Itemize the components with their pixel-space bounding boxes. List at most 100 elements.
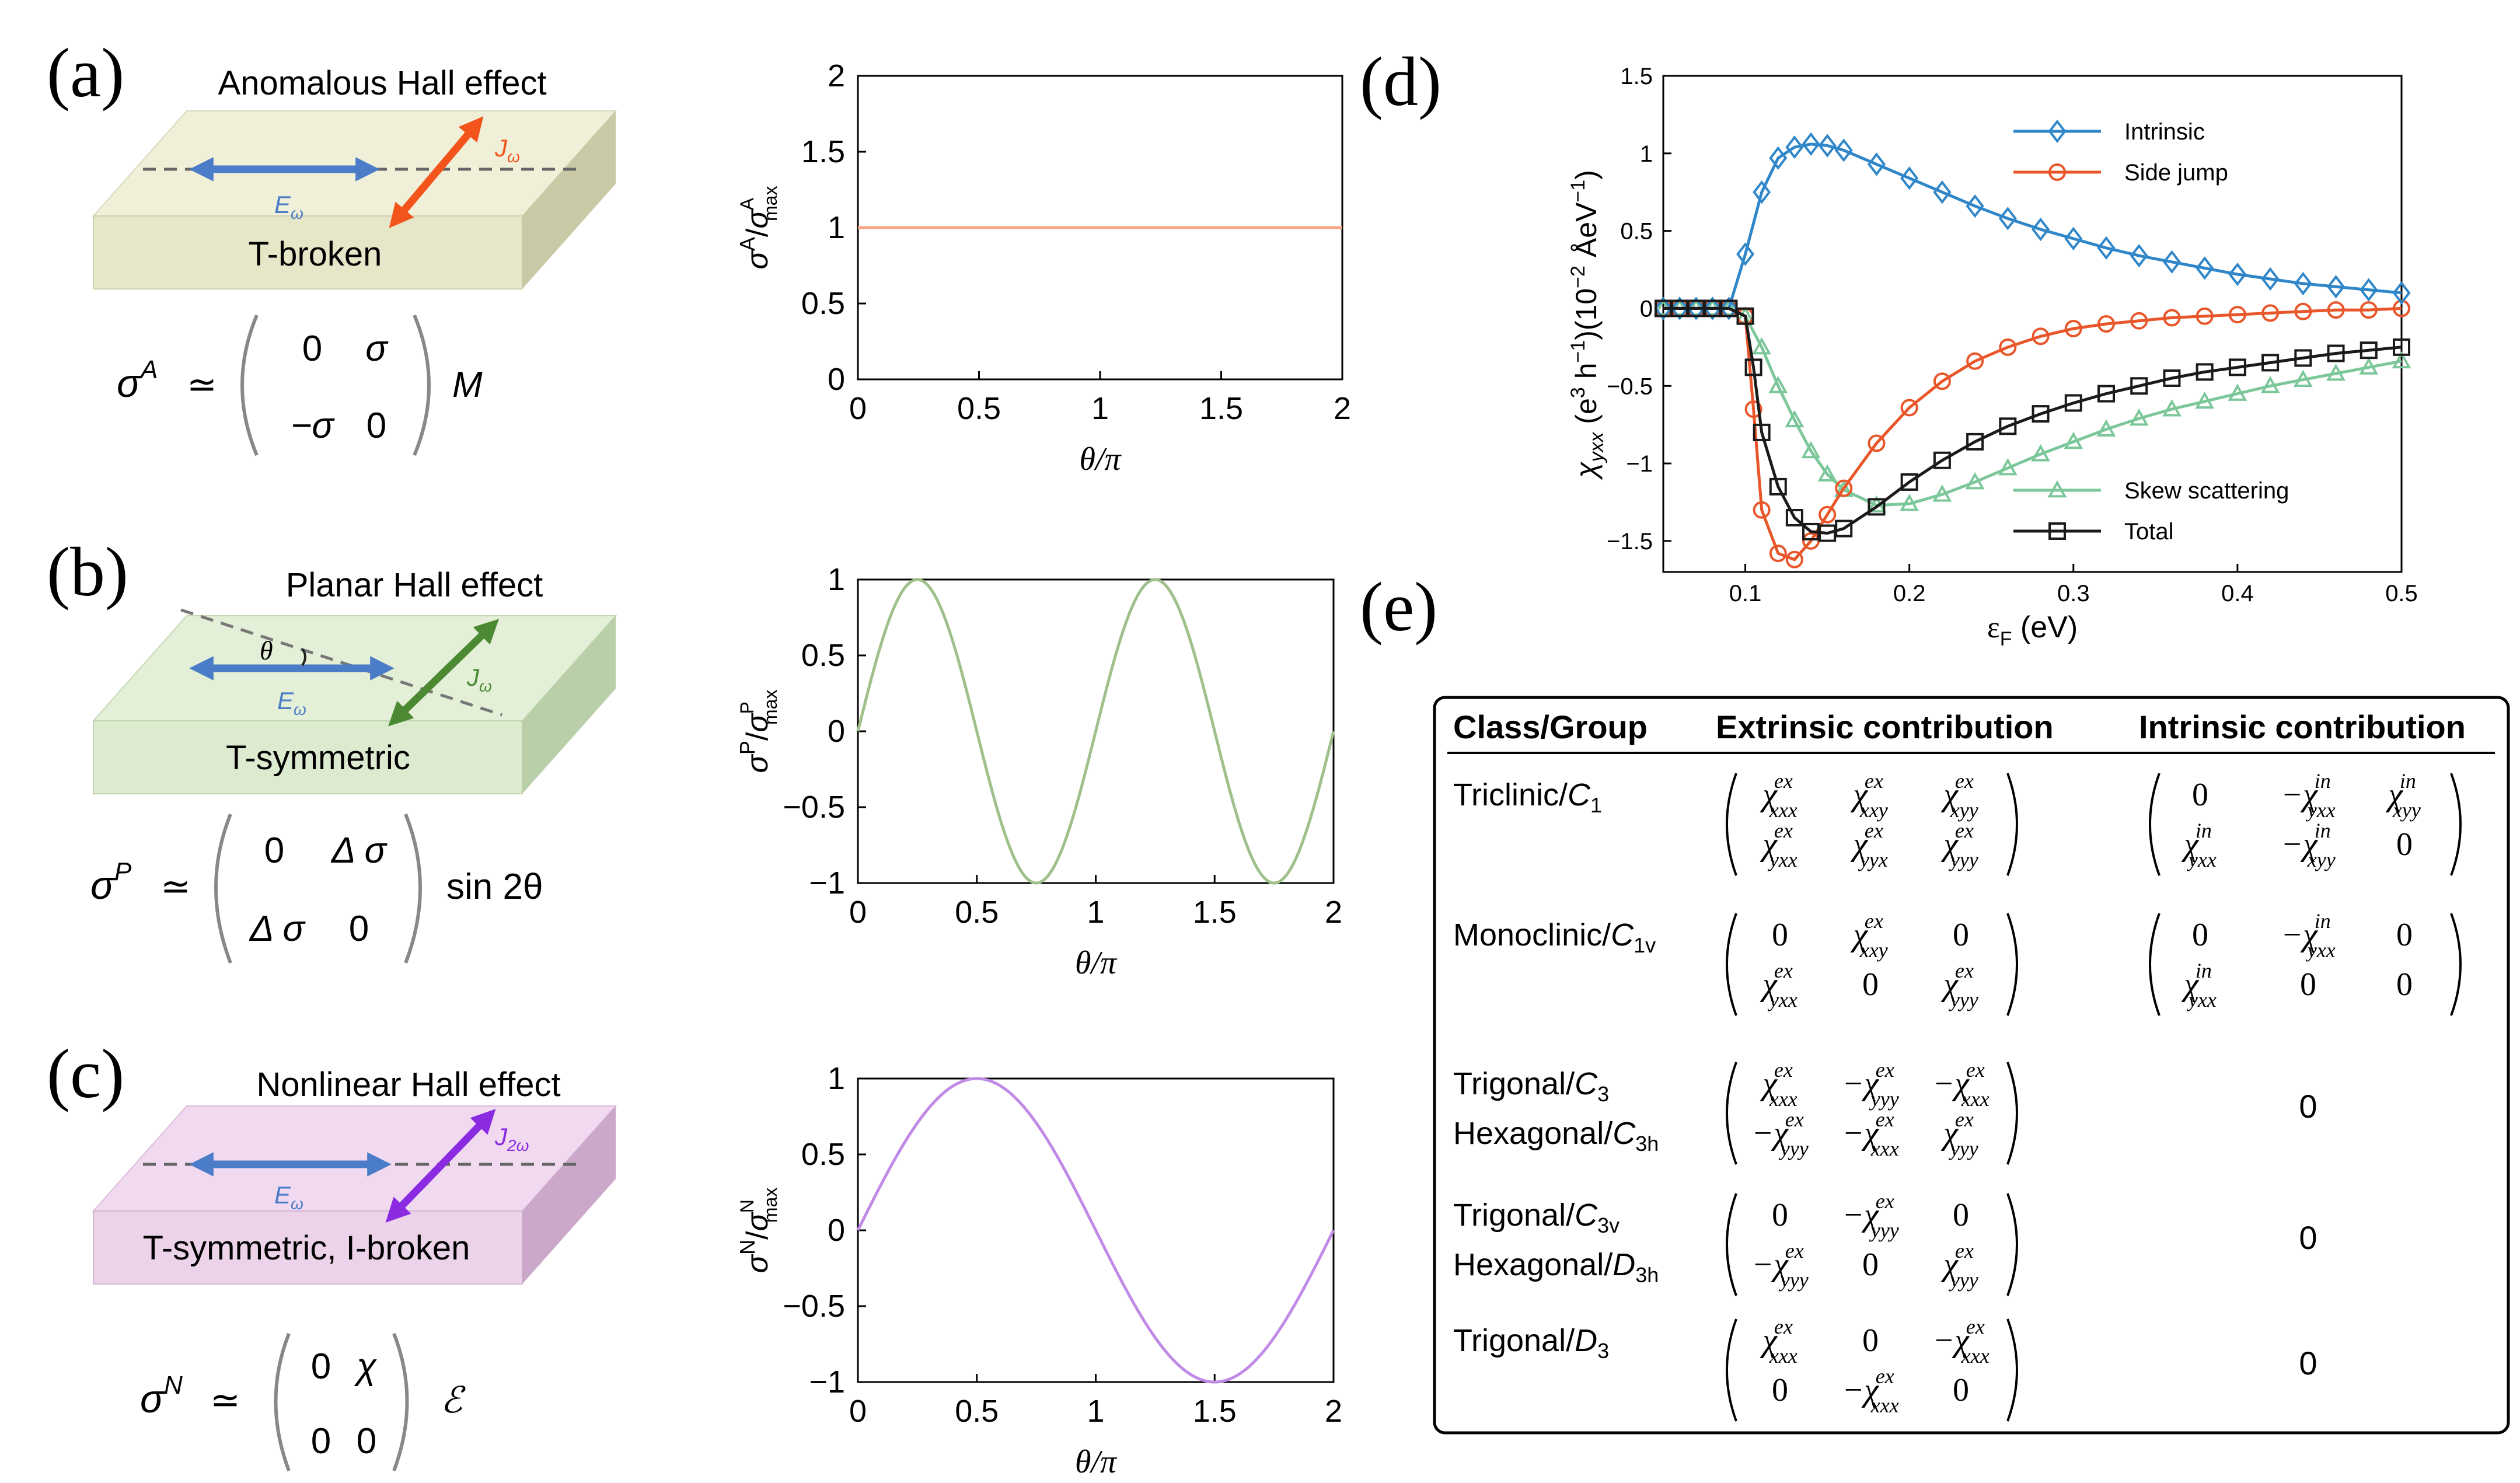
class-group-label: Trigonal/C3 xyxy=(1453,1066,1609,1106)
approx-symbol: ≃ xyxy=(160,867,191,907)
matrix-entry: χex yxx xyxy=(1760,819,1797,871)
slab-side-face xyxy=(522,1106,616,1284)
panel-a-title: Anomalous Hall effect xyxy=(218,64,546,102)
data-point xyxy=(1769,146,1788,170)
approx-symbol: ≃ xyxy=(210,1380,240,1421)
data-point xyxy=(1834,138,1853,162)
series-intrinsic xyxy=(1654,132,2411,320)
right-paren xyxy=(2006,1062,2018,1165)
class-group-label: Trigonal/C3v xyxy=(1453,1198,1619,1237)
e-field-label: Eω xyxy=(274,191,303,222)
data-point xyxy=(2360,278,2378,302)
matrix-entry: χex xyy xyxy=(1940,769,1978,822)
data-point xyxy=(1753,501,1771,519)
matrix-entry: −χex xxx xyxy=(1842,1108,1898,1160)
x-axis-label: θ/π xyxy=(1075,1444,1118,1480)
data-point xyxy=(2359,357,2379,375)
data-point xyxy=(2097,236,2116,260)
matrix-entry: 0 xyxy=(1772,917,1788,953)
slab-side-face xyxy=(522,111,616,289)
y-axis-label: χyxx (e3 h−1)(10−2 ÅeV−1) xyxy=(1567,170,1608,480)
x-axis-label: θ/π xyxy=(1079,441,1122,477)
data-point xyxy=(2228,358,2246,376)
class-group-label: Hexagonal/C3h xyxy=(1453,1116,1659,1156)
legend-marker xyxy=(2048,119,2067,144)
plot-b: −1 −0.5 0 0.5 1 0 0.5 1 1.5 2 θ/π σP/σP max xyxy=(735,562,1342,981)
data-point xyxy=(2032,327,2050,346)
data-point xyxy=(1753,180,1771,204)
data-point xyxy=(2228,383,2247,401)
matrix-entry: χex xxy xyxy=(1850,769,1888,822)
panel-label-e: (e) xyxy=(1360,568,1437,645)
legend-entry-skew-scattering: Skew scattering xyxy=(2013,478,2289,504)
series-line-c xyxy=(856,1077,1335,1384)
legend-label: Side jump xyxy=(2124,160,2228,186)
matrix-cell-22: 0 xyxy=(349,909,369,949)
matrix-cell-22: 0 xyxy=(357,1421,376,1461)
x-tick-label: 1.5 xyxy=(1193,895,1237,930)
x-tick-label: 2 xyxy=(1325,895,1342,930)
matrix-cell-21: −σ xyxy=(291,406,335,446)
data-point xyxy=(1736,307,1754,325)
data-point xyxy=(2130,312,2148,330)
y-tick-label: −1 xyxy=(809,866,845,901)
right-paren xyxy=(413,314,431,456)
data-point xyxy=(1835,479,1853,497)
legend-entry-total: Total xyxy=(2013,519,2174,545)
y-tick-label: 1 xyxy=(828,562,845,597)
panel-c: (c) Nonlinear Hall effect Eω J2ω T-symme… xyxy=(47,1035,617,1472)
class-group-label: Hexagonal/D3h xyxy=(1453,1247,1659,1287)
left-paren xyxy=(1726,1318,1737,1422)
legend-label: Total xyxy=(2124,519,2174,545)
current-arrow xyxy=(385,1109,496,1223)
data-point xyxy=(1966,194,1984,218)
current-label: Jω xyxy=(494,134,520,166)
data-point xyxy=(1819,505,1837,524)
matrix-entry: χin xyy xyxy=(2385,769,2421,822)
x-tick-label: 0 xyxy=(849,391,867,426)
y-tick-label: −0.5 xyxy=(783,1289,845,1324)
data-point xyxy=(2163,309,2181,327)
class-group-label: Monoclinic/C1v xyxy=(1453,917,1656,957)
data-point xyxy=(2032,405,2050,423)
matrix-entry: −χin xyy xyxy=(2281,819,2335,871)
left-paren xyxy=(1726,773,1737,876)
e-field-label: Eω xyxy=(274,1181,303,1213)
matrix-cell-21: 0 xyxy=(311,1421,331,1461)
data-point xyxy=(1752,337,1772,355)
matrix-entry: −χin yxx xyxy=(2281,769,2335,822)
right-paren xyxy=(2450,773,2462,876)
y-tick-label: 1 xyxy=(828,210,845,245)
plot-d: −1.5 −1 −0.5 0 0.5 1 1.5 0.1 0.2 0.3 0.4 0.5 εF (eV)… xyxy=(1567,64,2418,650)
data-point xyxy=(2228,262,2247,287)
x-tick-label: 0.5 xyxy=(2385,581,2418,606)
table-row: Trigonal/D3 χex xxx 0 −χex xxx 0 −χex xxx 0 0 xyxy=(1453,1315,2317,1422)
matrix-entry: 0 xyxy=(2192,777,2208,813)
table-row: Monoclinic/C1v 0 χex xxy 0 χex yxx 0 χex yyy 0 −χin… xyxy=(1453,909,2462,1016)
matrix-entry: χex xxx xyxy=(1760,1315,1797,1367)
data-point xyxy=(2196,256,2214,280)
data-point xyxy=(2294,302,2312,320)
table-row: Trigonal/C3v Hexagonal/D3h 0 −χex yyy 0 −χex yy… xyxy=(1453,1189,2317,1296)
slab-c: Eω J2ω T-symmetric, I-broken xyxy=(92,1105,617,1285)
data-point xyxy=(1932,484,1952,502)
legend-marker xyxy=(2048,522,2066,540)
left-paren xyxy=(2149,773,2161,876)
y-tick-label: 0.5 xyxy=(1620,219,1653,245)
matrix-entry: 0 xyxy=(1953,1197,1969,1233)
data-point xyxy=(1867,152,1886,176)
y-tick-label: 0.5 xyxy=(801,286,845,321)
data-point xyxy=(1802,532,1820,550)
panel-label-a: (a) xyxy=(47,34,124,111)
data-point xyxy=(1703,296,1722,320)
right-paren xyxy=(2006,913,2018,1016)
y-tick-label: 1 xyxy=(1640,141,1653,167)
data-point xyxy=(1671,299,1689,317)
current-label: J2ω xyxy=(494,1123,529,1154)
data-point xyxy=(2129,408,2149,426)
data-point xyxy=(2096,419,2116,437)
panel-e: (e) Class/Group Extrinsic contribution Int… xyxy=(1360,568,2510,1435)
legend-entry-intrinsic: Intrinsic xyxy=(2013,119,2205,145)
matrix-entry: 0 xyxy=(1862,966,1879,1003)
